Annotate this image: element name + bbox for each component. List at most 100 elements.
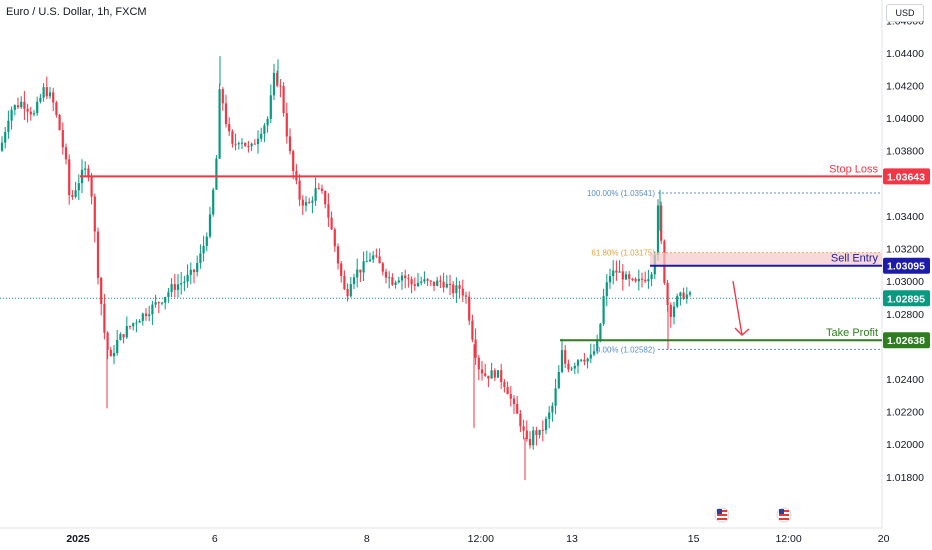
- candle-body: [439, 280, 442, 282]
- price-tag-label: 1.03095: [887, 261, 925, 273]
- candle-body: [308, 202, 311, 204]
- candle-body: [500, 370, 503, 382]
- price-tick-label: 1.04000: [886, 113, 924, 125]
- sell-arrow-line: [732, 281, 743, 336]
- candle-body: [445, 283, 448, 288]
- candle-body: [397, 280, 400, 283]
- candle-body: [13, 105, 16, 110]
- candle-body: [618, 271, 621, 273]
- candle-body: [154, 302, 157, 305]
- candle-body: [253, 143, 256, 145]
- candle-body: [464, 295, 468, 297]
- candle-body: [167, 292, 170, 298]
- candle-body: [212, 189, 215, 215]
- candle-body: [452, 284, 455, 294]
- candle-body: [672, 306, 676, 317]
- level-name: Sell Entry: [831, 253, 879, 265]
- symbol-title[interactable]: Euro / U.S. Dollar, 1h, FXCM: [6, 6, 147, 18]
- candle-body: [90, 177, 93, 197]
- candle-body: [487, 375, 490, 379]
- candle-body: [224, 103, 228, 125]
- time-tick-label: 12:00: [775, 533, 801, 545]
- candle-body: [621, 271, 624, 280]
- candle-body: [400, 275, 404, 281]
- candle-body: [10, 109, 13, 121]
- candle-body: [644, 279, 647, 282]
- candle-body: [528, 439, 532, 446]
- candle-body: [407, 278, 410, 280]
- candle-body: [116, 340, 119, 354]
- fib-label: 0.00% (1.02582): [596, 345, 655, 354]
- candle-body: [631, 278, 634, 280]
- candle-body: [61, 130, 64, 148]
- time-tick-label: 6: [212, 533, 218, 545]
- candle-body: [324, 190, 327, 205]
- candle-body: [525, 430, 528, 440]
- candle-body: [157, 302, 160, 304]
- candle-body: [381, 263, 384, 272]
- candle-body: [682, 292, 685, 299]
- candle-body: [362, 261, 365, 273]
- candle-body: [442, 281, 445, 288]
- candle-body: [660, 205, 663, 241]
- candle-body: [87, 168, 90, 178]
- candle-body: [109, 349, 112, 357]
- candle-body: [490, 370, 493, 379]
- candle-body: [221, 89, 224, 104]
- candle-body: [55, 102, 58, 116]
- candle-body: [503, 381, 506, 388]
- candle-body: [477, 357, 480, 370]
- candle-body: [538, 429, 541, 435]
- candle-body: [32, 113, 36, 115]
- candle-body: [394, 282, 397, 285]
- candle-body: [135, 322, 138, 324]
- candle-body: [183, 281, 186, 284]
- candle-body: [327, 204, 330, 218]
- candle-body: [628, 274, 631, 279]
- candle-body: [228, 124, 231, 132]
- candle-body: [112, 353, 116, 357]
- candle-body: [23, 101, 26, 109]
- candle-body: [346, 288, 349, 297]
- candle-body: [103, 304, 106, 333]
- candle-body: [282, 86, 285, 114]
- candle-body: [624, 274, 628, 280]
- price-tick-label: 1.02400: [886, 374, 924, 386]
- candle-body: [138, 320, 141, 323]
- candle-body: [301, 199, 304, 206]
- candle-body: [685, 294, 688, 299]
- candle-body: [599, 323, 602, 341]
- candle-body: [384, 271, 388, 278]
- candle-body: [132, 323, 135, 327]
- candle-body: [279, 85, 282, 87]
- candle-body: [304, 202, 308, 206]
- level-name: Stop Loss: [829, 163, 878, 175]
- candle-body: [413, 284, 416, 286]
- candle-body: [580, 359, 583, 361]
- candle-body: [548, 412, 551, 419]
- candle-body: [576, 360, 580, 366]
- candle-body: [583, 359, 586, 362]
- candle-body: [410, 279, 413, 285]
- candle-body: [656, 205, 660, 255]
- candle-body: [276, 73, 279, 86]
- candle-body: [426, 279, 429, 281]
- candle-body: [256, 138, 260, 145]
- candle-body: [496, 370, 500, 378]
- candle-body: [314, 188, 317, 201]
- candle-body: [474, 339, 477, 358]
- currency-button[interactable]: USD: [886, 4, 924, 22]
- time-tick-label: 8: [364, 533, 370, 545]
- last-price-tag: [883, 290, 930, 307]
- candle-body: [16, 105, 20, 108]
- candle-body: [436, 280, 439, 286]
- candle-body: [106, 332, 109, 350]
- price-tag: [883, 332, 930, 349]
- time-tick-label: 15: [688, 533, 700, 545]
- candle-body: [688, 292, 692, 295]
- candle-body: [372, 255, 375, 260]
- price-tick-label: 1.02200: [886, 407, 924, 419]
- candle-body: [484, 373, 487, 376]
- price-tick-label: 1.03200: [886, 244, 924, 256]
